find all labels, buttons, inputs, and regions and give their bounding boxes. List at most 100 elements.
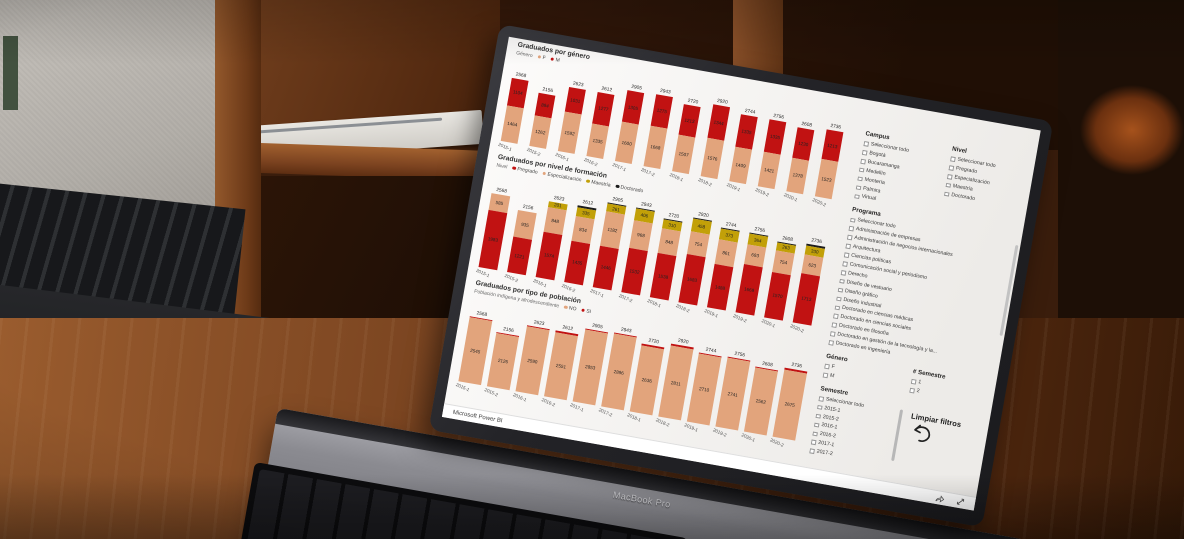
bar-segment-M[interactable]: 1275 (650, 94, 673, 129)
segment-value-label: 1335 (741, 128, 752, 136)
bar-segment-Especialización[interactable]: 834 (571, 216, 595, 244)
segment-value-label: 1221 (514, 252, 525, 260)
bar-segment-F[interactable]: 1421 (757, 151, 781, 190)
bar[interactable]: 2156 935 1221 2015-2 (504, 181, 542, 283)
checkbox-icon (829, 331, 836, 337)
bar[interactable]: 2720 310 848 1538 2018-1 (647, 207, 685, 308)
bar-segment-F[interactable]: 1668 (643, 125, 668, 170)
fullscreen-icon[interactable] (955, 497, 965, 507)
bar-segment-M[interactable]: 1344 (707, 104, 730, 141)
bar-segment-Pregrado[interactable]: 1983 (478, 209, 508, 271)
bar[interactable]: 2756 364 693 1669 2019-2 (732, 222, 771, 323)
bar-segment-NO[interactable]: 2675 (772, 369, 807, 441)
legend-item[interactable]: F (537, 54, 546, 61)
bar-stack: 2636 (629, 343, 665, 416)
bar-segment-F[interactable]: 1409 (729, 146, 753, 185)
bar[interactable]: 2905 261 1182 1446 2017-1 (590, 196, 628, 298)
filter-list-campus: Seleccionar todo Bogotá Bucaramanga Medellí… (854, 139, 951, 216)
bar[interactable]: 2568 585 1983 2015-1 (475, 176, 513, 278)
category-label: 2018-2 (675, 303, 691, 314)
filter-pane: Campus Seleccionar todo Bogotá Bucaramanga… (809, 130, 1032, 484)
bar[interactable]: 2744 373 861 1488 2019-1 (704, 217, 742, 318)
bar[interactable]: 2612 335 834 1435 2016-2 (561, 191, 599, 293)
bar-segment-Pregrado[interactable]: 1221 (507, 236, 532, 276)
bar-segment-M[interactable]: 1230 (792, 127, 815, 161)
bar-segment-Especialización[interactable]: 754 (772, 250, 795, 276)
bar[interactable]: 2608 1230 1378 2020-1 (783, 114, 816, 202)
bar-segment-F[interactable]: 1464 (500, 105, 524, 144)
bar-segment-Especialización[interactable]: 754 (686, 231, 710, 257)
bar[interactable]: 2156 894 1262 2015-2 (526, 69, 559, 157)
bar-segment-NO[interactable]: 2551 (544, 332, 578, 401)
segment-value-label: 935 (520, 221, 530, 228)
bar-segment-F[interactable]: 1507 (672, 134, 696, 175)
bar[interactable]: 2568 1104 1464 2015-1 (498, 64, 531, 152)
segment-value-label: 2636 (641, 376, 653, 384)
bar-segment-M[interactable]: 894 (534, 93, 556, 119)
bar-segment-Especialización[interactable]: 968 (629, 219, 653, 252)
bar-segment-F[interactable]: 1262 (529, 115, 552, 149)
bar-segment-Especialización[interactable]: 935 (513, 209, 537, 241)
bar[interactable]: 2736 330 623 1713 2020-2 (789, 232, 828, 334)
segment-value-label: 1668 (649, 143, 661, 151)
bar-segment-F[interactable]: 1523 (814, 159, 839, 200)
bar-segment-NO[interactable]: 2636 (629, 345, 665, 416)
bar-segment-NO[interactable]: 2562 (743, 367, 778, 436)
bar-segment-F[interactable]: 1378 (786, 157, 809, 195)
bar-segment-F[interactable]: 1335 (586, 123, 609, 159)
segment-value-label: 894 (540, 102, 550, 109)
checkbox-icon (909, 387, 915, 394)
bar-segment-F[interactable]: 1592 (557, 112, 582, 154)
bar[interactable]: 2623 201 848 1574 2016-1 (532, 186, 571, 288)
bar-segment-M[interactable]: 1104 (507, 78, 529, 109)
bar-segment-Pregrado[interactable]: 1713 (792, 272, 821, 326)
bar-segment-M[interactable]: 1277 (592, 92, 615, 127)
bar[interactable]: 2744 1335 1409 2019-1 (726, 104, 759, 192)
bar[interactable]: 2623 1031 1592 2016-1 (555, 74, 588, 162)
bar-segment-M[interactable]: 1213 (678, 104, 701, 138)
bar[interactable]: 2736 1213 1523 2020-2 (812, 119, 845, 207)
bar[interactable]: 2920 1344 1576 2018-2 (697, 99, 731, 187)
bar-segment-NO[interactable]: 2126 (486, 332, 519, 391)
bar-segment-M[interactable]: 1031 (564, 86, 586, 115)
legend-dot (550, 57, 555, 62)
bar-segment-M[interactable]: 1335 (763, 118, 787, 155)
bar-segment-F[interactable]: 1600 (614, 121, 639, 164)
bar-segment-M[interactable]: 1213 (821, 129, 844, 162)
bar-segment-Pregrado[interactable]: 1532 (621, 247, 648, 296)
bar-segment-Especialización[interactable]: 861 (714, 239, 738, 268)
bar-segment-NO[interactable]: 2545 (458, 317, 493, 386)
segment-value-label: 1305 (627, 104, 639, 111)
bar-segment-Pregrado[interactable]: 1488 (706, 264, 734, 311)
bar-segment-Pregrado[interactable]: 1435 (564, 240, 591, 286)
bar[interactable]: 2612 1277 1335 2016-2 (583, 79, 616, 167)
bar[interactable]: 2608 263 754 1570 2020-1 (761, 227, 799, 329)
reset-arrow-icon[interactable] (906, 420, 936, 448)
bar[interactable]: 2920 458 754 1683 2018-2 (675, 212, 713, 313)
bar-segment-F[interactable]: 1576 (700, 137, 725, 180)
bar-segment-M[interactable]: 1335 (735, 114, 758, 150)
bar[interactable]: 2943 1275 1668 2017-2 (640, 89, 674, 177)
segment-value-label: 968 (636, 232, 646, 239)
bar-segment-NO[interactable]: 2590 (515, 326, 550, 396)
bar-segment-Pregrado[interactable]: 1570 (764, 271, 791, 321)
filter-semestre: Semestre Seleccionar todo 2015-1 2015-2 201… (809, 385, 900, 469)
bar-segment-Pregrado[interactable]: 1538 (649, 252, 677, 301)
bar-segment-Especialización[interactable]: 848 (543, 207, 567, 235)
bar-segment-Pregrado[interactable]: 1446 (592, 245, 619, 291)
bar[interactable]: 2943 406 968 1532 2017-2 (618, 202, 656, 303)
bar[interactable]: 2720 1213 1507 2018-1 (669, 94, 702, 182)
bar[interactable]: 2905 1305 1600 2017-1 (612, 84, 645, 172)
category-label: 2016-2 (560, 282, 577, 294)
bar-segment-Pregrado[interactable]: 1683 (678, 253, 706, 306)
charts-column: Graduados por género Género F M 2568 1104 14… (455, 41, 867, 455)
bar-segment-Pregrado[interactable]: 1574 (535, 231, 563, 281)
bar-segment-Pregrado[interactable]: 1669 (735, 264, 763, 316)
bar[interactable]: 2756 1335 1421 2019-2 (755, 109, 788, 197)
category-label: 2015-1 (475, 267, 491, 279)
bar-segment-NO[interactable]: 2710 (686, 353, 722, 426)
bar-segment-M[interactable]: 1305 (621, 89, 645, 125)
share-icon[interactable] (935, 493, 945, 503)
bar-segment-Especialización[interactable]: 848 (657, 228, 681, 257)
bar-segment-Especialización[interactable]: 1182 (600, 211, 625, 249)
